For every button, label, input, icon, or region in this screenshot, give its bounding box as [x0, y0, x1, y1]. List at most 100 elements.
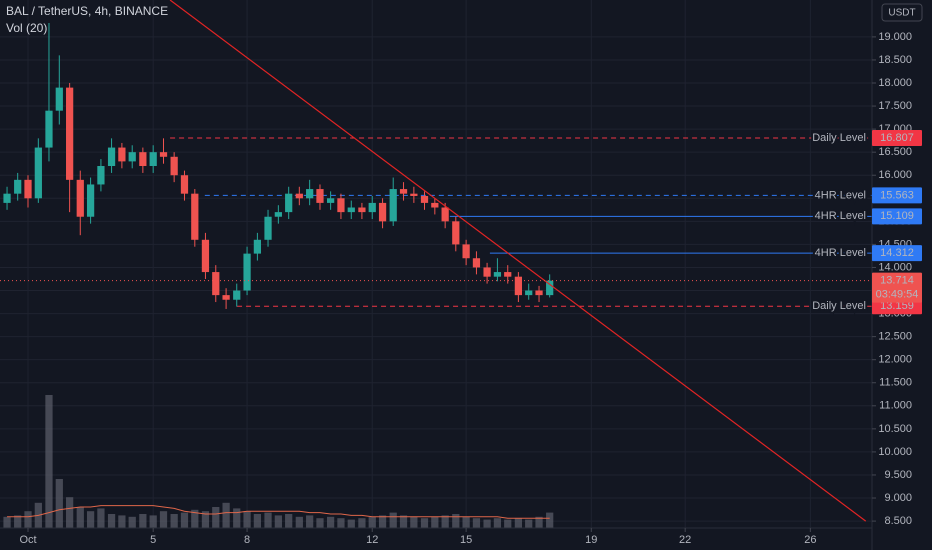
candle-body — [212, 272, 220, 296]
last-price-label: 13.714 — [880, 275, 914, 287]
candle-body — [274, 212, 282, 217]
volume-bar — [327, 516, 335, 528]
candle-body — [170, 156, 178, 176]
level-tag-label: 16.807 — [880, 132, 914, 144]
volume-bar — [212, 507, 220, 528]
level-tag-label: 15.109 — [880, 210, 914, 222]
x-tick-label: 8 — [244, 534, 250, 546]
level-label: Daily Level — [812, 132, 866, 144]
volume-bar — [472, 518, 481, 528]
y-tick-label: 18.000 — [878, 77, 912, 89]
volume-bar — [55, 479, 63, 528]
candle-body — [264, 216, 272, 240]
volume-bar — [452, 514, 460, 528]
levels: Daily Level 4HR Level 4HR Level 4HR Level Da… — [170, 130, 872, 314]
level-label: 4HR Level — [815, 189, 866, 201]
candle-body — [149, 152, 157, 167]
y-tick-label: 9.500 — [884, 469, 912, 481]
candle-body — [76, 179, 84, 217]
volume-bar — [316, 518, 324, 528]
volume-bar — [378, 515, 387, 528]
level-tag-label: 15.563 — [880, 189, 914, 201]
volume-bar — [3, 516, 11, 528]
currency-box[interactable] — [881, 3, 923, 22]
volume-bar — [66, 497, 74, 528]
candle-body — [316, 189, 324, 203]
currency: USDT — [888, 8, 915, 19]
volume-bar — [399, 515, 408, 528]
candle-body — [399, 189, 408, 194]
candle-body — [452, 221, 460, 245]
y-tick-label: 8.500 — [884, 515, 912, 527]
volume-bar — [233, 508, 241, 528]
trendline — [169, 0, 867, 522]
volume-bar — [347, 519, 355, 528]
y-tick-label: 9.000 — [884, 492, 912, 504]
x-tick-label: 5 — [150, 534, 156, 546]
level-tag-label: 13.159 — [880, 300, 914, 312]
x-tick-label: 22 — [679, 534, 691, 546]
candle-body — [243, 253, 251, 291]
volume-bar — [107, 514, 116, 528]
candle-body — [180, 175, 189, 194]
volume-bar — [139, 514, 147, 528]
y-tick-label: 16.000 — [878, 169, 912, 181]
trendline-layer — [0, 0, 872, 522]
x-tick-label: 26 — [804, 534, 816, 546]
candle-body — [546, 280, 554, 296]
candle-body — [504, 272, 512, 277]
candle-body — [493, 272, 502, 277]
volume-bar — [264, 512, 272, 528]
x-tick-label: Oct — [19, 534, 36, 546]
volume-bar — [431, 516, 439, 528]
candle-body — [118, 147, 126, 162]
y-tick-label: 16.500 — [878, 146, 912, 158]
volume-bar — [306, 515, 314, 528]
candle-body — [306, 189, 314, 199]
candle-body — [97, 166, 105, 185]
level-label: 4HR Level — [815, 210, 866, 222]
candle-body — [431, 202, 439, 208]
candle-body — [55, 87, 63, 111]
candle-body — [45, 110, 53, 148]
volume-bar — [535, 516, 543, 528]
level-tag-label: 14.312 — [880, 247, 914, 259]
volume-bar — [243, 511, 251, 528]
candle-body — [201, 239, 210, 273]
volume-bar — [24, 511, 32, 528]
volume-bar — [201, 511, 210, 528]
level-label: Daily Level — [812, 300, 866, 312]
volume-bar — [45, 395, 53, 528]
candle-body — [14, 179, 22, 194]
candle-body — [441, 207, 449, 222]
level-label: 4HR Level — [815, 247, 866, 259]
x-tick-label: 15 — [460, 534, 472, 546]
y-tick-label: 11.500 — [879, 377, 912, 389]
volume-bar — [128, 516, 136, 528]
candle-body — [368, 202, 376, 213]
level-tag — [872, 245, 922, 262]
candle-body — [139, 152, 147, 167]
volume-pane — [3, 395, 554, 528]
candle-body — [222, 295, 230, 300]
volume-bar — [546, 512, 554, 528]
x-tick-label: 19 — [585, 534, 597, 546]
volume-bar — [525, 519, 533, 528]
candle-body — [462, 244, 470, 259]
candle-body — [420, 195, 429, 203]
candle-body — [233, 290, 241, 300]
volume-bar — [295, 516, 303, 528]
volume-bar — [358, 518, 366, 528]
candle-body — [327, 198, 335, 203]
candle-body — [66, 87, 74, 180]
y-tick-label: 10.000 — [878, 446, 912, 458]
volume-bar — [159, 511, 168, 528]
volume-bar — [86, 511, 95, 528]
candle-body — [159, 152, 168, 157]
y-tick-label: 12.500 — [878, 331, 912, 343]
level-tag — [872, 130, 922, 147]
grid — [0, 0, 872, 528]
y-tick-label: 10.500 — [878, 423, 912, 435]
candle-body — [378, 202, 387, 222]
volume-bar — [410, 516, 418, 528]
